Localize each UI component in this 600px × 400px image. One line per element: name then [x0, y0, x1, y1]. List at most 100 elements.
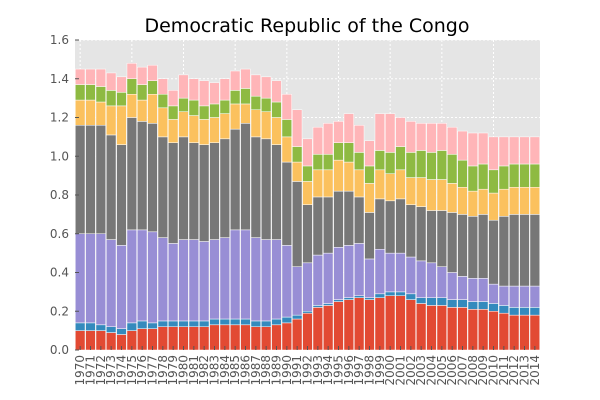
bar-segment-1973-s5	[106, 90, 117, 107]
bar-segment-1986-s5	[240, 88, 251, 105]
bar-segment-1975-s4	[126, 94, 137, 118]
bar-segment-2000-s5	[385, 152, 396, 174]
x-tick-label: 1986	[239, 355, 253, 386]
bar-segment-2009-s1	[478, 301, 489, 310]
bar-segment-1991-s1	[292, 314, 303, 320]
bar-segment-2014-s4	[529, 187, 540, 215]
bar-segment-1989-s2	[271, 239, 282, 320]
x-tick-label: 2003	[414, 355, 428, 386]
bar-segment-2008-s1	[467, 301, 478, 310]
bar-segment-1977-s6	[147, 64, 158, 81]
bar-segment-1996-s4	[343, 161, 354, 192]
x-tick-label: 1994	[321, 355, 335, 386]
bar-segment-1997-s6	[354, 125, 365, 153]
bar-segment-1975-s3	[126, 117, 137, 231]
bar-segment-1978-s6	[157, 78, 168, 95]
bar-segment-2000-s4	[385, 173, 396, 202]
bar-segment-1997-s1	[354, 295, 365, 298]
bar-segment-2006-s1	[447, 299, 458, 308]
y-tick-label: 1.6	[50, 33, 69, 47]
bar-segment-1985-s6	[230, 70, 241, 91]
x-tick-label: 1980	[177, 355, 191, 386]
bar-segment-1998-s0	[364, 299, 375, 351]
bar-segment-2012-s1	[509, 307, 520, 316]
bar-segment-2002-s6	[405, 121, 416, 153]
bar-segment-1993-s1	[312, 305, 323, 308]
bar-segment-2008-s5	[467, 165, 478, 192]
bar-segment-2008-s4	[467, 190, 478, 217]
bar-segment-2011-s4	[498, 188, 509, 217]
bar-segment-1987-s3	[250, 136, 261, 238]
bar-segment-2008-s6	[467, 132, 478, 167]
bar-segment-2007-s0	[457, 307, 468, 351]
bar-segment-2012-s5	[509, 163, 520, 188]
bar-segment-2004-s1	[426, 297, 437, 306]
bar-segment-1974-s6	[116, 76, 127, 93]
bar-segment-1998-s6	[364, 140, 375, 167]
bar-segment-1993-s3	[312, 196, 323, 256]
bar-segment-1980-s6	[178, 74, 189, 99]
bar-segment-1984-s1	[219, 318, 230, 326]
bar-segment-2010-s6	[488, 136, 499, 171]
bar-segment-1978-s4	[157, 107, 168, 138]
bar-segment-2013-s5	[519, 163, 530, 188]
bar-segment-2012-s2	[509, 285, 520, 308]
bar-segment-2000-s2	[385, 252, 396, 293]
bar-segment-1998-s5	[364, 165, 375, 184]
y-tick-label: 1.2	[50, 111, 69, 125]
bar-segment-1981-s4	[188, 115, 199, 143]
bar-segment-2007-s1	[457, 299, 468, 308]
bar-segment-1977-s4	[147, 94, 158, 124]
bar-segment-2002-s0	[405, 299, 416, 351]
bar-segment-1993-s6	[312, 126, 323, 155]
bar-segment-1983-s5	[209, 103, 220, 118]
bar-segment-2011-s2	[498, 285, 509, 306]
bar-segment-2013-s2	[519, 285, 530, 308]
bar-segment-2010-s2	[488, 283, 499, 304]
bar-segment-1994-s1	[323, 303, 334, 306]
bar-segment-1978-s5	[157, 94, 168, 109]
x-tick-label: 1970	[73, 355, 87, 386]
bar-segment-1992-s0	[302, 312, 313, 351]
bar-segment-2010-s3	[488, 219, 499, 285]
bar-segment-1987-s5	[250, 95, 261, 110]
bar-segment-1984-s5	[219, 99, 230, 114]
bar-segment-2003-s2	[416, 260, 427, 298]
bar-segment-1979-s2	[168, 243, 179, 322]
bar-segment-2004-s5	[426, 152, 437, 180]
bar-segment-2002-s2	[405, 256, 416, 295]
bar-segment-2003-s6	[416, 123, 427, 151]
bar-segment-1992-s4	[302, 181, 313, 205]
x-tick-label: 1985	[228, 355, 242, 386]
bar-segment-1970-s2	[75, 233, 86, 324]
bar-segment-1976-s6	[137, 66, 148, 85]
x-tick-label: 2009	[476, 355, 490, 386]
bar-segment-2003-s4	[416, 177, 427, 207]
bar-segment-1992-s3	[302, 204, 313, 264]
bar-segment-1994-s3	[323, 196, 334, 254]
bar-segment-1972-s4	[95, 101, 106, 126]
x-tick-label: 1992	[301, 355, 315, 386]
bar-segment-2009-s4	[478, 188, 489, 215]
bar-segment-1991-s6	[292, 109, 303, 147]
bar-segment-1972-s2	[95, 233, 106, 326]
bar-segment-2013-s1	[519, 307, 530, 316]
bar-segment-2002-s3	[405, 204, 416, 258]
bar-segment-2007-s6	[457, 130, 468, 161]
bar-segment-1974-s1	[116, 328, 127, 335]
bar-segment-2014-s1	[529, 307, 540, 316]
bar-segment-1998-s1	[364, 297, 375, 300]
bar-segment-1999-s6	[374, 113, 385, 151]
bar-segment-2014-s0	[529, 314, 540, 351]
bar-segment-2002-s1	[405, 293, 416, 300]
bar-segment-1973-s4	[106, 105, 117, 136]
y-tick-label: 1.0	[50, 149, 69, 163]
x-tick-label: 1993	[311, 355, 325, 386]
bar-segment-1983-s1	[209, 318, 220, 326]
bar-segment-1988-s4	[261, 111, 272, 140]
bar-segment-2001-s2	[395, 252, 406, 293]
bar-segment-1985-s1	[230, 318, 241, 326]
bar-segment-1971-s4	[85, 99, 96, 126]
bar-segment-1982-s4	[199, 119, 210, 145]
